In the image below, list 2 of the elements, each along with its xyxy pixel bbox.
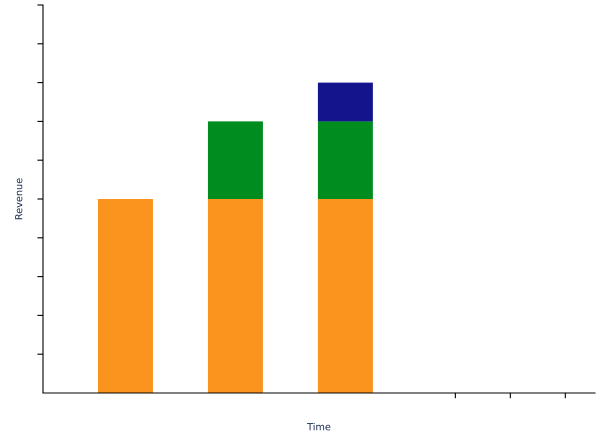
y-axis-title: Revenue: [15, 178, 22, 220]
x-axis-title: Time: [307, 422, 330, 430]
